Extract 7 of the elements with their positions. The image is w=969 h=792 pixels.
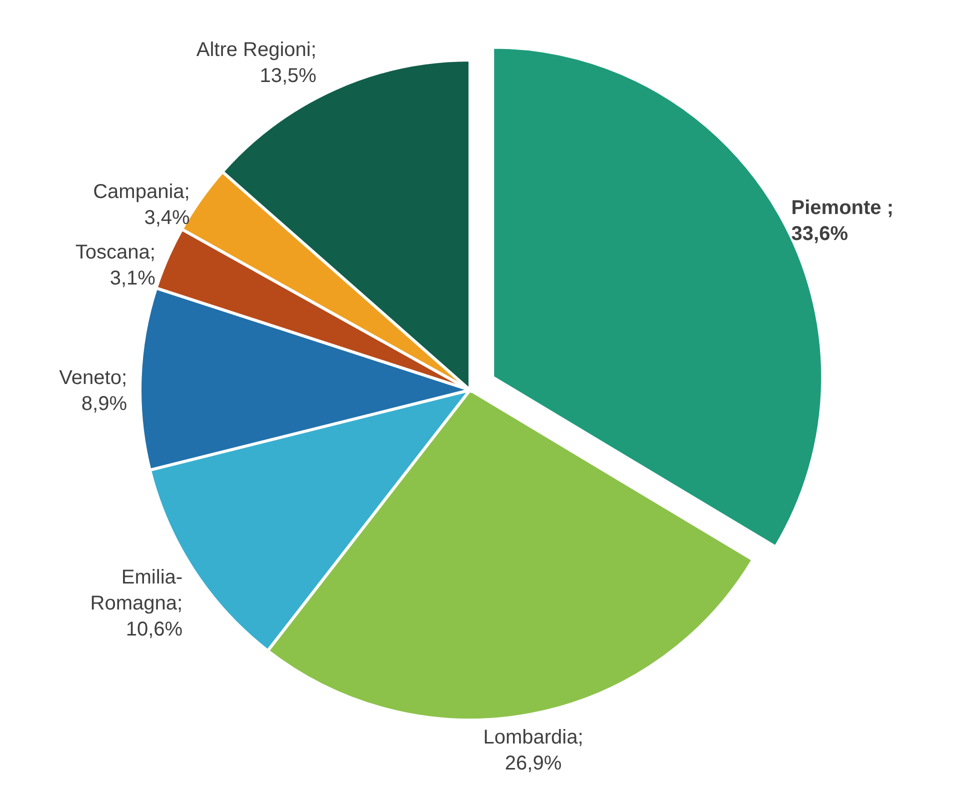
slice-label: Emilia- Romagna; 10,6% [90, 566, 183, 641]
slice-label: Piemonte ; 33,6% [791, 197, 894, 246]
slice-label: Altre Regioni; 13,5% [196, 38, 317, 87]
slice-label: Toscana; 3,1% [75, 242, 156, 290]
slice-label: Lombardia; 26,9% [483, 726, 584, 774]
slice-label: Veneto; 8,9% [59, 367, 128, 416]
slice-label: Campania; 3,4% [93, 180, 190, 229]
